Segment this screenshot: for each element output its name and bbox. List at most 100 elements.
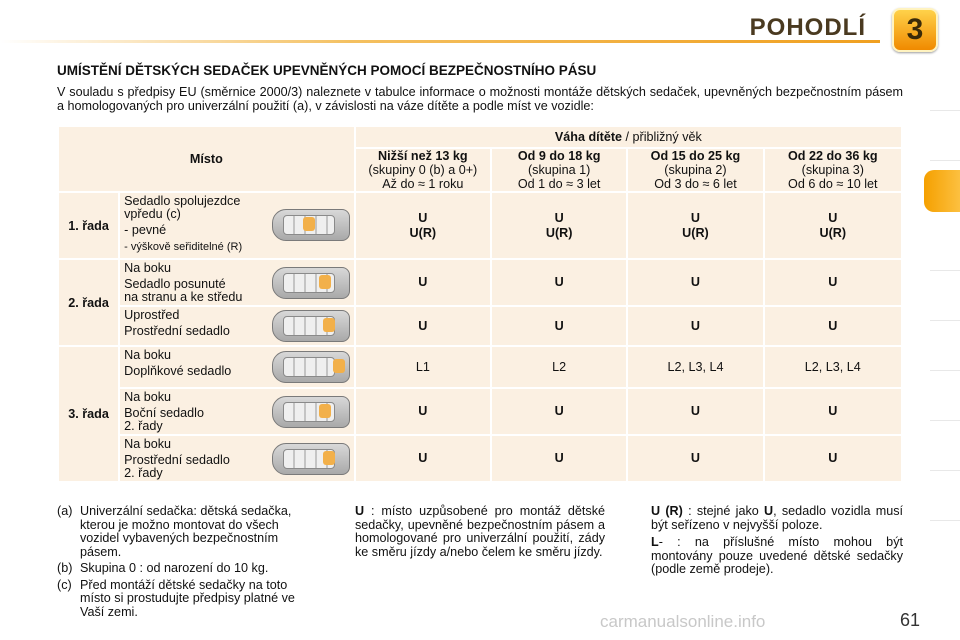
table-cell: U [628,307,763,345]
weight-column: Nižší než 13 kg (skupiny 0 (b) a 0+) Až do… [355,149,490,191]
footnote: (c) Před montáží dětské sedačky na toto m… [57,577,295,619]
column-group: (skupina 1) [527,163,591,177]
row-label: 1. řada [59,193,119,258]
footnote: (b) Skupina 0 : od narození do 10 kg. [57,561,269,575]
table-cell: U [355,389,490,434]
weight-header-rest: / přibližný věk [622,130,702,144]
seat-label: Uprostřed [124,308,180,322]
seat-label: Na boku [124,390,172,404]
table-cell: L2, L3, L4 [764,347,901,387]
column-group: (skupina 3) [801,163,864,177]
table-cell: U [491,436,627,481]
column-age: Od 3 do ≈ 6 let [654,177,737,191]
seat-label: Na boku [124,348,172,362]
footnote: (a) Univerzální sedačka: dětská sedačka, … [57,504,292,559]
column-title: Od 15 do 25 kg [650,149,741,163]
row-label: 2. řada [59,260,119,345]
car-seat-diagram [271,209,350,241]
table-cell: U [355,307,490,345]
chapter-title: POHODLÍ [749,14,866,41]
seat-label: 2. řady [124,419,163,433]
seat-cell: Sedadlo spolujezdce vpředu (c) - pevné -… [120,193,354,258]
weight-header-bold: Váha dítěte [554,130,623,144]
seat-label: vpředu (c) [124,207,181,221]
seat-label: Sedadlo spolujezdce [124,194,241,208]
table-cell: U [764,436,901,481]
seat-cell: Uprostřed Prostřední sedadlo [120,307,354,345]
chapter-tab[interactable] [930,370,960,421]
column-age: Od 6 do ≈ 10 let [788,177,878,191]
chapter-number-badge: 3 [892,8,938,52]
chapter-tab[interactable] [930,220,960,271]
seat-label: Na boku [124,261,172,275]
car-seat-diagram [271,267,350,299]
car-seat-diagram [271,443,350,475]
row-label: 3. řada [59,347,119,481]
seat-label: - pevné [124,223,167,237]
seat-cell: Na boku Boční sedadlo 2. řady [120,389,354,434]
seat-label: - výškově seřiditelné (R) [124,241,243,253]
table-cell: U [355,260,490,305]
weight-header: Váha dítěte / přibližný věk [355,127,901,147]
legend-l: L- : na příslušné místo mohou být montov… [651,535,903,576]
car-seat-diagram [271,351,350,383]
column-age: Až do ≈ 1 roku [382,177,464,191]
weight-column: Od 15 do 25 kg (skupina 2) Od 3 do ≈ 6 let [628,149,763,191]
table-cell: L1 [355,347,490,387]
legend-ur-l: U (R) : stejné jako U, sedadlo vozidla m… [651,504,903,577]
table-cell: U U(R) [628,193,763,258]
table-cell: U [355,436,490,481]
table-cell: U [491,389,627,434]
column-title: Od 22 do 36 kg [788,149,878,163]
column-group: (skupina 2) [664,163,727,177]
table-cell: U U(R) [764,193,901,258]
seat-cell: Na boku Sedadlo posunuté na stranu a ke … [120,260,354,305]
chapter-tab-active[interactable] [924,170,960,212]
table-cell: U [628,260,763,305]
seat-label: Boční sedadlo [124,406,204,420]
column-group: (skupiny 0 (b) a 0+) [368,163,478,177]
seat-label: Prostřední sedadlo [124,324,230,338]
table-cell: L2, L3, L4 [628,347,763,387]
column-title: Od 9 do 18 kg [517,149,601,163]
chapter-tab[interactable] [930,270,960,321]
watermark: carmanualsonline.info [600,612,766,631]
header-rule [0,40,880,43]
table-cell: U [491,307,627,345]
table-cell: U [764,260,901,305]
section-title: UMÍSTĚNÍ DĚTSKÝCH SEDAČEK UPEVNĚNÝCH POM… [57,63,597,78]
legend-u: U : místo uzpůsobené pro montáž dětské s… [355,504,605,559]
table-cell: L2 [491,347,627,387]
table-cell: U [764,389,901,434]
page-number: 61 [899,610,920,630]
footnotes: (a) Univerzální sedačka: dětská sedačka, … [57,504,309,619]
car-seat-diagram [271,310,350,342]
seat-cell: Na boku Doplňkové sedadlo [120,347,354,387]
seat-label: Doplňkové sedadlo [124,364,232,378]
seat-label: Prostřední sedadlo [124,453,230,467]
seat-cell: Na boku Prostřední sedadlo 2. řady [120,436,354,481]
table-cell: U U(R) [491,193,627,258]
chapter-tab[interactable] [930,320,960,371]
chapter-tab[interactable] [930,110,960,161]
intro-paragraph: V souladu s předpisy EU (směrnice 2000/3… [57,85,903,113]
table-cell: U [764,307,901,345]
weight-column: Od 9 do 18 kg (skupina 1) Od 1 do ≈ 3 let [491,149,627,191]
legend-ur: U (R) : stejné jako U, sedadlo vozidla m… [651,504,903,532]
chapter-tab[interactable] [930,60,960,111]
table-cell: U [491,260,627,305]
column-age: Od 1 do ≈ 3 let [517,177,601,191]
chapter-tab[interactable] [930,420,960,471]
place-header: Místo [59,127,354,191]
seat-label: 2. řady [124,466,163,480]
child-seat-table: Místo Váha dítěte / přibližný věk Nižší … [57,125,903,483]
seat-label: na stranu a ke středu [124,290,243,304]
column-title: Nižší než 13 kg [378,149,468,163]
seat-label: Sedadlo posunuté [124,277,226,291]
table-cell: U [628,436,763,481]
chapter-tabs [924,60,960,580]
chapter-tab[interactable] [930,470,960,521]
page-header: POHODLÍ 3 [0,0,960,52]
table-cell: U U(R) [355,193,490,258]
weight-column: Od 22 do 36 kg (skupina 3) Od 6 do ≈ 10 le… [764,149,901,191]
